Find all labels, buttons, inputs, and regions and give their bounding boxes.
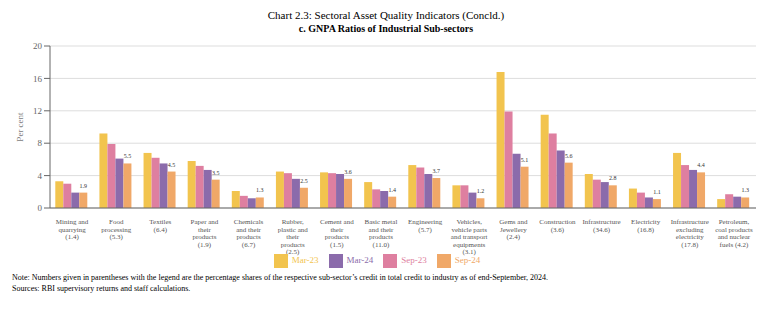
html-text:Chart 2.3: Sectoral Asset Qual: Chart 2.3: Sectoral Asset Quality Indica… xyxy=(267,9,505,21)
svg-text:12: 12 xyxy=(33,106,42,116)
html-text:Sources: RBI supervisory retur: Sources: RBI supervisory returns and sta… xyxy=(12,284,191,293)
html-text:Mar-23: Mar-23 xyxy=(291,255,319,266)
svg-text:0: 0 xyxy=(38,203,43,213)
svg-text:3.6: 3.6 xyxy=(344,169,352,175)
svg-text:4.5: 4.5 xyxy=(168,162,176,168)
svg-text:4.4: 4.4 xyxy=(697,162,705,168)
svg-text:5.6: 5.6 xyxy=(565,153,573,159)
html-text:Sep-24: Sep-24 xyxy=(454,255,481,266)
svg-text:5.5: 5.5 xyxy=(124,153,132,159)
svg-text:Infrastructureexcludingelectri: Infrastructureexcludingelectricity(17.8) xyxy=(671,218,709,249)
svg-text:3.7: 3.7 xyxy=(433,168,441,174)
svg-text:Infrastructure(34.6): Infrastructure(34.6) xyxy=(583,218,621,234)
svg-text:Rubber,plastic andtheirproduct: Rubber,plastic andtheirproducts(2.5) xyxy=(278,218,309,256)
svg-text:Mining andquarrying(1.4): Mining andquarrying(1.4) xyxy=(56,218,89,241)
svg-text:5.1: 5.1 xyxy=(521,157,529,163)
svg-text:Chemicalsand theirproducts(6.7: Chemicalsand theirproducts(6.7) xyxy=(234,218,264,249)
html-text:c. GNPA Ratios of Industrial S: c. GNPA Ratios of Industrial Sub-sectors xyxy=(298,23,474,34)
svg-text:Electricity(16.8): Electricity(16.8) xyxy=(631,218,661,234)
svg-text:Cement andtheirproducts(1.5): Cement andtheirproducts(1.5) xyxy=(320,218,354,249)
svg-text:Engineering(5.7): Engineering(5.7) xyxy=(408,218,443,234)
svg-text:20: 20 xyxy=(33,41,43,51)
html-text:Sep-23: Sep-23 xyxy=(401,255,427,266)
svg-text:16: 16 xyxy=(33,74,43,84)
svg-text:2.5: 2.5 xyxy=(300,178,308,184)
svg-text:Gems andJewellery(2.4): Gems andJewellery(2.4) xyxy=(499,218,528,241)
svg-text:1.3: 1.3 xyxy=(741,187,749,193)
svg-text:Paper andtheirproducts(1.9): Paper andtheirproducts(1.9) xyxy=(191,218,219,249)
svg-text:1.2: 1.2 xyxy=(477,188,485,194)
svg-text:Petroleum,coal productsand nuc: Petroleum,coal productsand nuclearfuels … xyxy=(715,218,753,249)
svg-text:3.5: 3.5 xyxy=(212,170,220,176)
svg-text:Basic metaland theirproducts(1: Basic metaland theirproducts(11.0) xyxy=(365,218,398,249)
svg-text:Construction(3.6): Construction(3.6) xyxy=(539,218,576,234)
svg-text:Textiles(6.4): Textiles(6.4) xyxy=(149,218,171,234)
svg-text:4: 4 xyxy=(38,171,43,181)
svg-text:1.3: 1.3 xyxy=(256,187,264,193)
svg-text:Foodprocessing(5.3): Foodprocessing(5.3) xyxy=(101,218,131,241)
svg-text:8: 8 xyxy=(38,138,43,148)
svg-text:1.1: 1.1 xyxy=(653,189,661,195)
svg-text:1.9: 1.9 xyxy=(80,183,88,189)
html-text:Note: Numbers given in parenth: Note: Numbers given in parentheses with … xyxy=(12,273,548,282)
svg-text:Per cent: Per cent xyxy=(15,112,25,142)
html-text:Mar-24: Mar-24 xyxy=(346,255,374,266)
svg-text:1.4: 1.4 xyxy=(388,187,396,193)
svg-text:Vehicles,vehicle partsand tran: Vehicles,vehicle partsand transportequip… xyxy=(451,218,488,256)
svg-text:2.8: 2.8 xyxy=(609,175,617,181)
